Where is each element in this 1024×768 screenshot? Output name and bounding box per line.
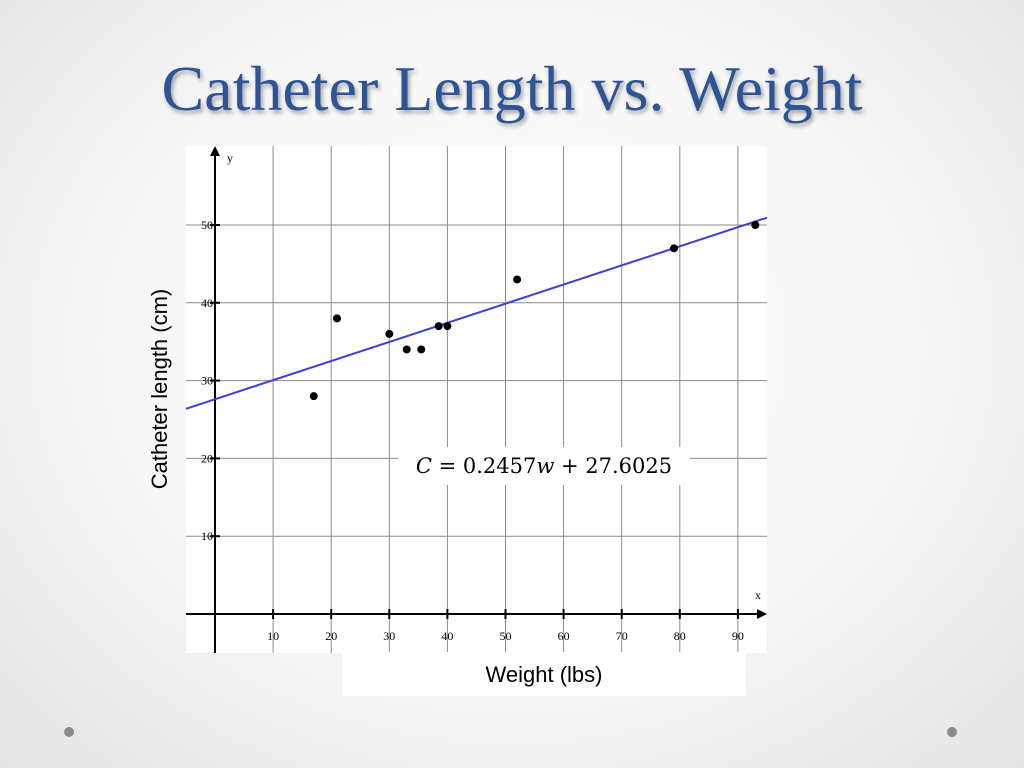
data-point — [434, 322, 443, 331]
tick-labels: 10 20 30 40 50 60 70 80 90 10 20 30 40 50 — [201, 218, 744, 643]
x-tick-label: 10 — [267, 629, 279, 643]
x-tick-label: 90 — [732, 629, 744, 643]
y-tick-label: 40 — [201, 296, 213, 310]
x-tick-label: 60 — [558, 629, 570, 643]
x-tick-label: 80 — [674, 629, 686, 643]
y-axis-label: Catheter length (cm) — [147, 288, 172, 490]
y-tick-label: 50 — [201, 218, 213, 232]
data-point — [385, 329, 394, 338]
y-tick-label: 30 — [201, 374, 213, 388]
x-tick-label: 30 — [383, 629, 395, 643]
data-point — [443, 322, 452, 331]
slide-title: Catheter Length vs. Weight — [161, 53, 863, 124]
data-point — [513, 275, 522, 284]
nav-dot-left[interactable] — [64, 727, 74, 737]
x-axis-arrow — [757, 609, 767, 619]
data-point — [333, 314, 342, 323]
data-point — [417, 345, 426, 354]
plot-background — [186, 146, 767, 653]
y-axis-arrow — [210, 146, 220, 156]
x-tick-label: 20 — [325, 629, 337, 643]
x-axis-label: Weight (lbs) — [485, 662, 603, 687]
tick-marks — [210, 224, 739, 619]
x-axis-letter: x — [755, 588, 761, 602]
y-axis-letter: y — [227, 151, 233, 165]
regression-equation: C = 0.2457w + 27.6025 — [398, 447, 690, 485]
nav-dot-right[interactable] — [947, 727, 957, 737]
x-tick-label: 40 — [441, 629, 453, 643]
axes: xy — [186, 146, 767, 653]
x-axis-label-box: Weight (lbs) — [342, 652, 746, 696]
x-tick-label: 50 — [500, 629, 512, 643]
data-point — [309, 392, 318, 401]
x-tick-label: 70 — [616, 629, 628, 643]
data-points — [309, 221, 760, 401]
data-point — [751, 221, 760, 229]
y-tick-label: 20 — [201, 451, 213, 465]
data-point — [669, 244, 678, 253]
y-tick-label: 10 — [201, 529, 213, 543]
data-point — [402, 345, 411, 354]
